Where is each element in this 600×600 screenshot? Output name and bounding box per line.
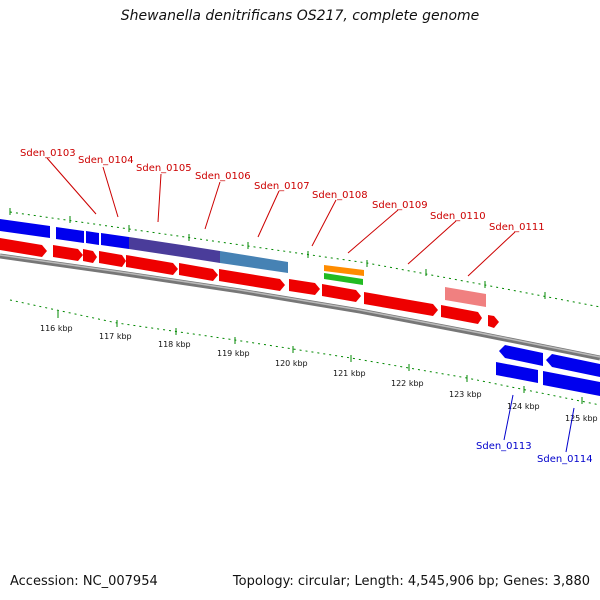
inner-tick-row [57,311,583,404]
topology-summary: Topology: circular; Length: 4,545,906 bp… [232,574,590,589]
map-title: Shewanella denitrificans OS217, complete… [120,8,480,24]
outer-dot-row [9,211,600,308]
gene-label-reverse: Sden_0113 [476,441,532,452]
scale-label: 121 kbp [333,369,366,378]
gene-label-forward: Sden_0109 [372,200,428,211]
gene-label-forward: Sden_0110 [430,211,486,222]
gene-label-reverse: Sden_0114 [537,454,593,465]
scale-label: 122 kbp [391,379,424,388]
gene-label-forward: Sden_0106 [195,171,251,182]
accession-text: Accession: NC_007954 [10,574,158,589]
scale-label: 118 kbp [158,340,191,349]
scale-label: 116 kbp [40,324,73,333]
forward-strand-genes [0,238,499,328]
forward-gene-labels: Sden_0103 Sden_0104 Sden_0105 Sden_0106 … [20,148,545,233]
forward-label-leaders [46,157,516,277]
scale-labels: 116 kbp 117 kbp 118 kbp 119 kbp 120 kbp … [40,324,598,423]
scale-label: 123 kbp [449,390,482,399]
gene-label-forward: Sden_0103 [20,148,76,159]
scale-label: 120 kbp [275,359,308,368]
reverse-gene-labels: Sden_0113 Sden_0114 [476,441,593,465]
reverse-strand-genes-right [496,345,600,396]
gene-label-forward: Sden_0108 [312,190,368,201]
genome-backbone [0,253,600,361]
gene-label-forward: Sden_0107 [254,181,310,192]
scale-label: 124 kbp [507,402,540,411]
inner-dot-row [9,299,600,406]
scale-label: 125 kbp [565,414,598,423]
reverse-label-leaders [503,394,575,453]
gene-label-forward: Sden_0105 [136,163,192,174]
scale-label: 117 kbp [99,332,132,341]
scale-label: 119 kbp [217,349,250,358]
gene-label-forward: Sden_0111 [489,222,545,233]
gene-label-forward: Sden_0104 [78,155,134,166]
reverse-strand-genes [0,219,288,273]
